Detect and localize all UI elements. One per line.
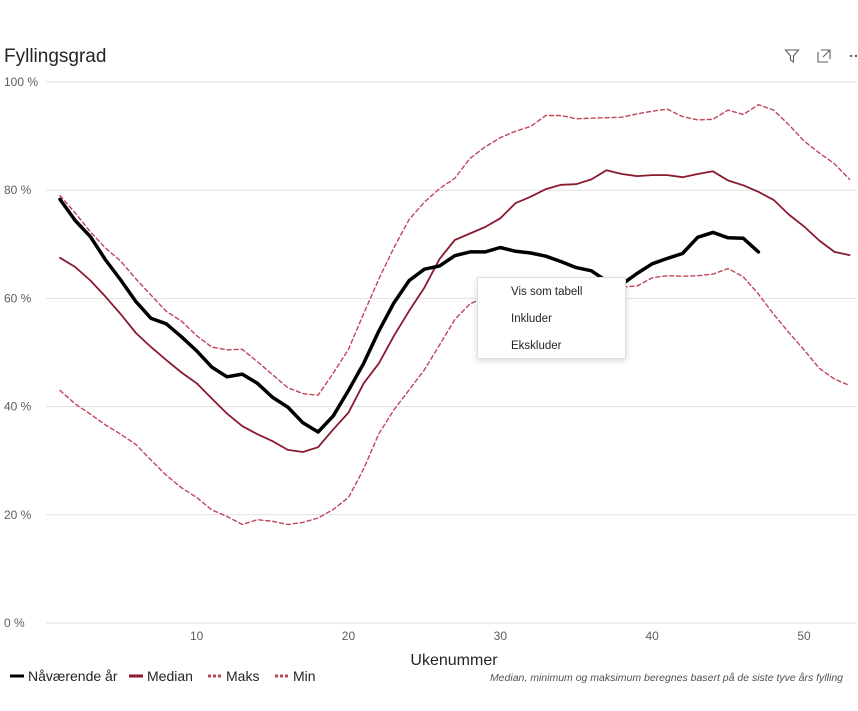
series-line-median[interactable] [59, 169, 851, 453]
visual-header-icons [782, 46, 858, 66]
y-tick-label: 0 % [4, 616, 25, 630]
x-axis-title: Ukenummer [410, 652, 498, 669]
x-tick-label: 40 [645, 629, 659, 643]
grid-lines [46, 81, 856, 624]
series-line-current-year[interactable] [58, 197, 761, 434]
legend-label[interactable]: Maks [226, 668, 259, 684]
legend-label[interactable]: Min [293, 668, 316, 684]
y-axis-ticks: 0 % 20 % 40 % 60 % 80 % 100 % [4, 75, 38, 630]
menu-item-exclude[interactable]: Ekskluder [511, 340, 562, 352]
menu-item-show-as-table[interactable]: Vis som tabell [511, 286, 583, 298]
y-tick-label: 100 % [4, 75, 38, 89]
x-tick-label: 10 [190, 629, 204, 643]
x-tick-label: 50 [797, 629, 811, 643]
menu-item-include[interactable]: Inkluder [511, 313, 552, 325]
series-line-max[interactable] [59, 103, 851, 396]
x-tick-label: 20 [342, 629, 356, 643]
x-tick-label: 30 [494, 629, 508, 643]
legend[interactable]: Nåværende år Median Maks Min [10, 668, 316, 684]
series-lines[interactable] [58, 103, 851, 526]
series-line-min[interactable] [59, 267, 851, 526]
y-tick-label: 60 % [4, 291, 32, 305]
y-tick-label: 40 % [4, 400, 32, 414]
x-axis-ticks: 10 20 30 40 50 [190, 629, 811, 643]
chart-title: Fyllingsgrad [4, 46, 107, 67]
legend-label[interactable]: Median [147, 668, 193, 684]
filter-icon[interactable] [782, 46, 802, 66]
footnote: Median, minimum og maksimum beregnes bas… [489, 672, 843, 684]
y-tick-label: 20 % [4, 508, 32, 522]
y-tick-label: 80 % [4, 183, 32, 197]
more-options-icon[interactable] [846, 46, 858, 66]
context-menu[interactable]: Vis som tabell Inkluder Ekskluder [477, 277, 626, 359]
legend-label[interactable]: Nåværende år [28, 668, 118, 684]
focus-mode-icon[interactable] [814, 46, 834, 66]
